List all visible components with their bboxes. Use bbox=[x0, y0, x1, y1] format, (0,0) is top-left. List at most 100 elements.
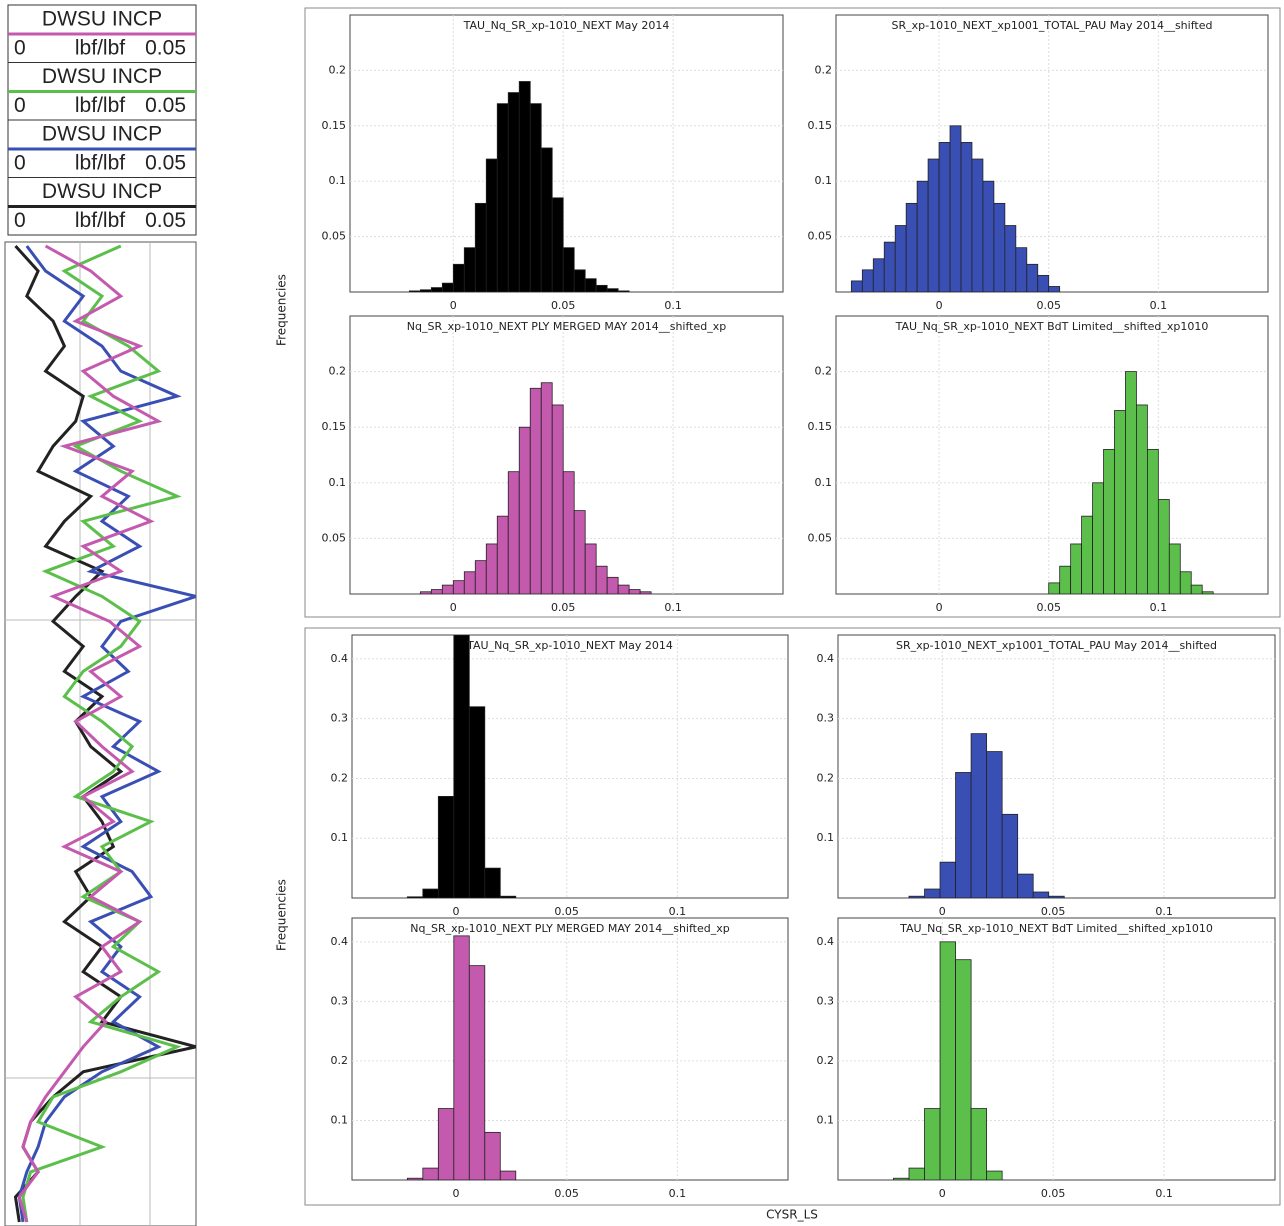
bar bbox=[986, 1170, 1003, 1180]
bar bbox=[529, 387, 542, 594]
lower-frame bbox=[304, 627, 1281, 1206]
bar bbox=[437, 795, 455, 898]
scale-unit: lbf/lbf bbox=[75, 152, 125, 175]
x-tick-label: 0 bbox=[453, 905, 460, 918]
bar bbox=[453, 935, 470, 1180]
bar bbox=[939, 941, 956, 1180]
scale-unit: lbf/lbf bbox=[75, 209, 125, 232]
bar bbox=[422, 1167, 439, 1180]
scale-min: 0 bbox=[14, 209, 26, 232]
bar bbox=[970, 733, 988, 898]
chart-title: TAU_Nq_SR_xp-1010_NEXT BdT Limited__shif… bbox=[899, 922, 1213, 935]
bar bbox=[474, 202, 487, 292]
bar bbox=[540, 147, 553, 292]
log-curve bbox=[21, 244, 182, 1223]
y-tick-label: 0.15 bbox=[808, 119, 833, 132]
bar bbox=[1037, 274, 1050, 292]
bar bbox=[905, 202, 918, 292]
bar bbox=[960, 142, 973, 292]
x-tick-label: 0 bbox=[450, 601, 457, 614]
bar bbox=[452, 263, 465, 292]
y-tick-label: 0.2 bbox=[331, 1054, 349, 1067]
bar bbox=[584, 278, 597, 292]
scale-min: 0 bbox=[14, 152, 26, 175]
bar bbox=[518, 81, 531, 292]
scale-max: 0.05 bbox=[145, 209, 186, 232]
y-tick-label: 0.1 bbox=[329, 174, 347, 187]
bar bbox=[422, 888, 439, 898]
y-tick-label: 0.1 bbox=[331, 1113, 349, 1126]
bar bbox=[982, 180, 995, 292]
chart-title: SR_xp-1010_NEXT_xp1001_TOTAL_PAU May 201… bbox=[892, 19, 1213, 32]
y-tick-label: 0.15 bbox=[808, 420, 833, 433]
x-tick-label: 0.1 bbox=[1150, 601, 1168, 614]
x-tick-label: 0.05 bbox=[551, 601, 576, 614]
chart-title: Nq_SR_xp-1010_NEXT PLY MERGED MAY 2014__… bbox=[407, 320, 726, 333]
bar bbox=[406, 1177, 424, 1180]
x-tick-label: 0.05 bbox=[1036, 299, 1061, 312]
bar bbox=[955, 772, 972, 898]
bar bbox=[518, 426, 531, 594]
bar bbox=[1048, 286, 1061, 292]
plot-area bbox=[835, 315, 1269, 595]
bar bbox=[1070, 543, 1083, 594]
x-tick-label: 0.05 bbox=[554, 1187, 579, 1200]
bar bbox=[939, 861, 956, 898]
y-tick-label: 0.4 bbox=[331, 652, 349, 665]
bar bbox=[453, 635, 470, 898]
bar bbox=[617, 584, 630, 594]
bar bbox=[595, 284, 608, 292]
log-curve bbox=[17, 244, 163, 1223]
x-tick-label: 0.1 bbox=[1155, 1187, 1173, 1200]
bar bbox=[499, 1170, 517, 1180]
bar bbox=[595, 565, 608, 594]
bar bbox=[484, 867, 501, 898]
bar bbox=[419, 289, 432, 292]
x-tick-label: 0.1 bbox=[664, 601, 682, 614]
bar bbox=[562, 247, 575, 292]
bar bbox=[1004, 225, 1017, 292]
bar bbox=[1048, 895, 1065, 898]
chart-title: TAU_Nq_SR_xp-1010_NEXT BdT Limited__shif… bbox=[895, 320, 1209, 333]
x-tick-label: 0.1 bbox=[669, 905, 687, 918]
y-tick-label: 0.2 bbox=[817, 771, 835, 784]
bar bbox=[507, 471, 520, 594]
x-tick-label: 0 bbox=[939, 1187, 946, 1200]
bar bbox=[1103, 449, 1115, 594]
x-tick-label: 0 bbox=[453, 1187, 460, 1200]
bar bbox=[1136, 404, 1148, 594]
bar bbox=[606, 288, 619, 292]
y-tick-label: 0.15 bbox=[322, 119, 347, 132]
legend-name: DWSU INCP bbox=[42, 123, 162, 146]
x-axis-label: CYSR_LS bbox=[766, 1208, 818, 1222]
bar bbox=[507, 92, 520, 292]
y-tick-label: 0.1 bbox=[331, 831, 349, 844]
bar bbox=[430, 287, 443, 292]
bar bbox=[419, 591, 432, 594]
bar bbox=[1015, 247, 1028, 292]
bar bbox=[924, 1108, 941, 1180]
scale-unit: lbf/lbf bbox=[75, 37, 125, 60]
y-tick-label: 0.1 bbox=[817, 1113, 835, 1126]
bar bbox=[971, 158, 984, 292]
bar bbox=[1168, 543, 1181, 594]
bar bbox=[551, 197, 564, 292]
bar bbox=[499, 895, 517, 898]
bar bbox=[924, 888, 941, 898]
x-tick-label: 0.1 bbox=[1150, 299, 1168, 312]
bar bbox=[1201, 591, 1214, 594]
y-tick-label: 0.1 bbox=[815, 476, 833, 489]
x-tick-label: 0 bbox=[936, 299, 943, 312]
bar bbox=[908, 895, 925, 898]
bar bbox=[1190, 584, 1203, 594]
y-tick-label: 0.2 bbox=[815, 63, 833, 76]
bar bbox=[938, 142, 951, 292]
bar bbox=[484, 1131, 501, 1180]
y-tick-label: 0.2 bbox=[329, 365, 347, 378]
bar bbox=[993, 202, 1006, 292]
upper-frame bbox=[304, 7, 1281, 618]
bar bbox=[496, 103, 509, 292]
plot-area bbox=[351, 634, 789, 899]
x-tick-label: 0.1 bbox=[1155, 905, 1173, 918]
bar bbox=[894, 225, 907, 292]
